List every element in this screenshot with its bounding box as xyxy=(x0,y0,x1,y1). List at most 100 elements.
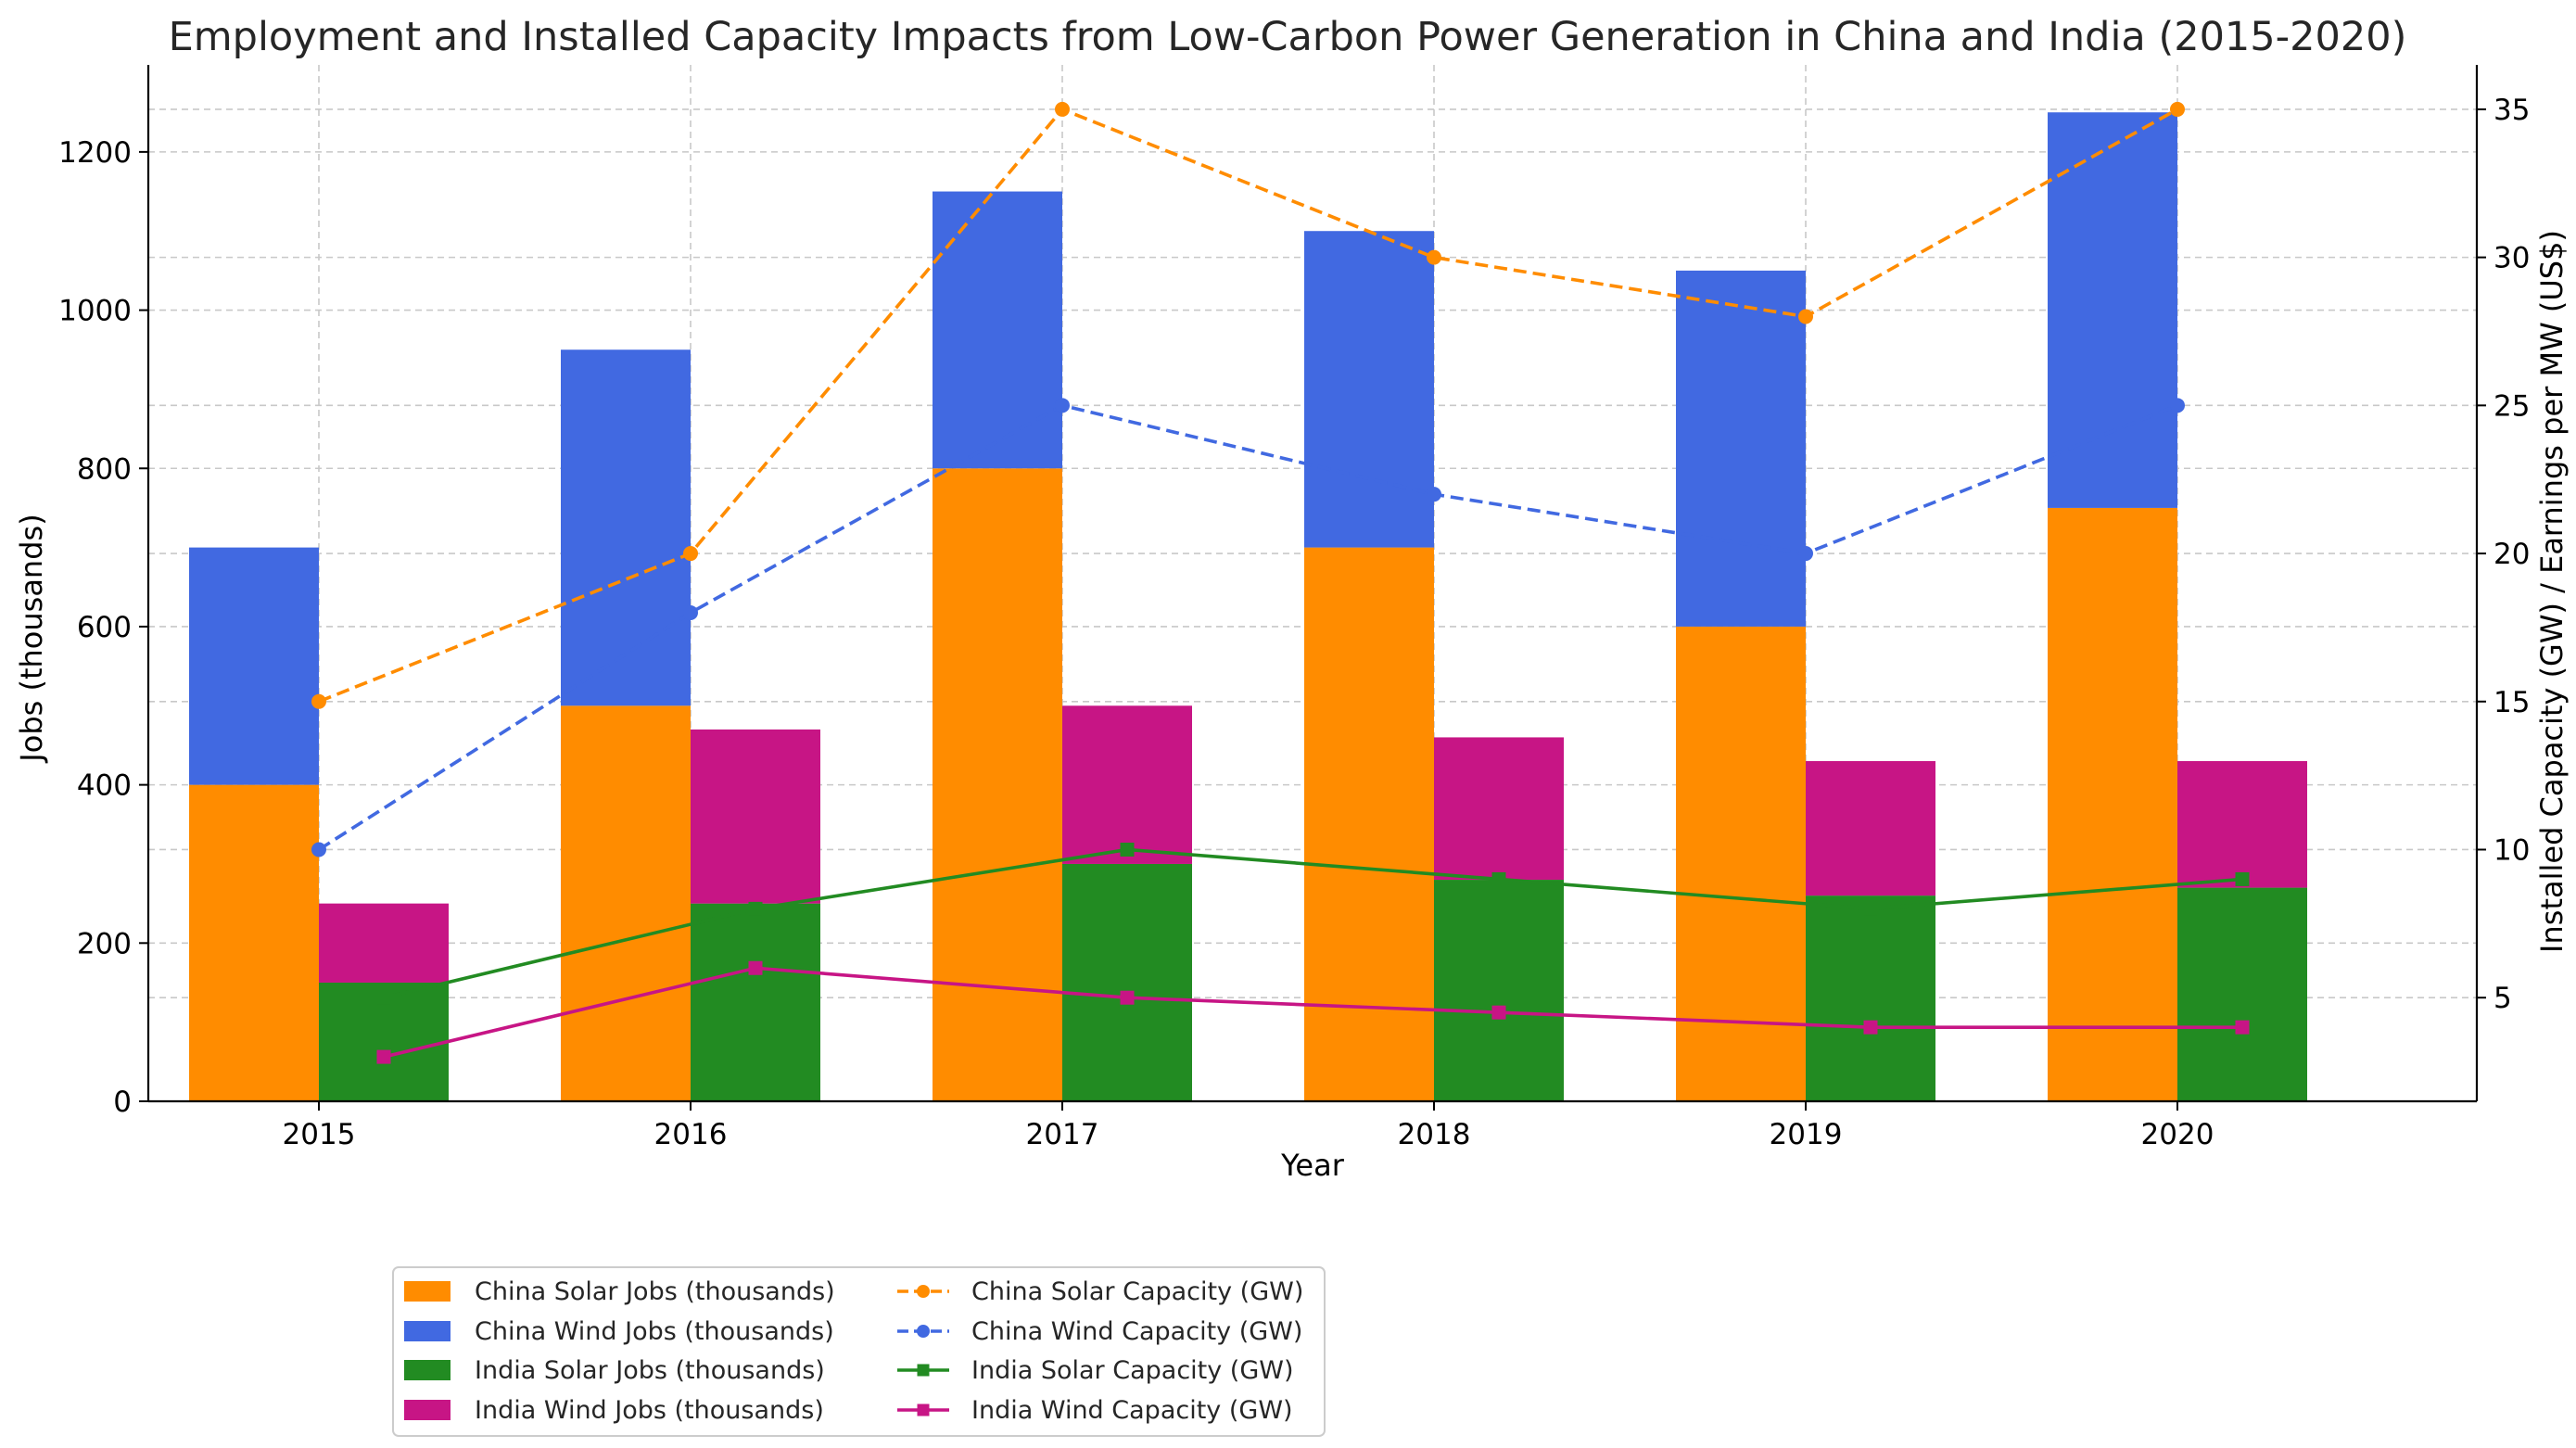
bar-india-solar xyxy=(1434,880,1564,1101)
marker-china-wind-capacity-gw xyxy=(2170,398,2185,413)
x-tick-label: 2016 xyxy=(654,1118,728,1151)
marker-china-wind-capacity-gw xyxy=(683,604,698,620)
y-tick-label: 600 xyxy=(77,611,132,644)
legend-marker xyxy=(917,1404,930,1416)
marker-india-solar-capacity-gw xyxy=(1491,871,1506,886)
bar-china-solar xyxy=(1304,547,1434,1101)
y-tick-label: 200 xyxy=(77,927,132,960)
marker-china-wind-capacity-gw xyxy=(1798,546,1813,562)
marker-china-solar-capacity-gw xyxy=(2170,101,2185,117)
bar-china-wind xyxy=(1304,231,1434,548)
bar-china-wind xyxy=(189,547,319,785)
marker-india-wind-capacity-gw xyxy=(1863,1020,1878,1035)
y-axis-label: Jobs (thousands) xyxy=(14,514,49,763)
marker-india-solar-capacity-gw xyxy=(1120,842,1135,857)
chart-title: Employment and Installed Capacity Impact… xyxy=(169,14,2407,60)
bar-india-wind xyxy=(1062,705,1192,864)
legend-label: India Solar Jobs (thousands) xyxy=(475,1356,825,1385)
y2-tick-label: 10 xyxy=(2494,833,2530,867)
bar-china-solar xyxy=(1676,626,1806,1101)
marker-india-wind-capacity-gw xyxy=(1120,990,1135,1005)
marker-india-wind-capacity-gw xyxy=(748,960,763,975)
y-tick-label: 1200 xyxy=(58,136,132,170)
bar-china-wind xyxy=(933,191,1062,469)
legend-swatch xyxy=(404,1400,450,1420)
bar-china-solar xyxy=(2048,507,2177,1101)
legend-label: China Solar Capacity (GW) xyxy=(971,1277,1303,1306)
line-china-solar-capacity-gw xyxy=(318,107,2178,704)
bars xyxy=(189,112,2307,1101)
line-india-wind-capacity-gw xyxy=(383,966,2242,1059)
bar-china-wind xyxy=(2048,112,2177,508)
y-tick-label: 1000 xyxy=(58,295,132,328)
legend-label: China Solar Jobs (thousands) xyxy=(475,1277,835,1306)
y-tick-label: 0 xyxy=(113,1086,132,1119)
y2-tick-label: 20 xyxy=(2494,538,2530,571)
y2-axis-label: Installed Capacity (GW) / Earnings per M… xyxy=(2534,230,2570,953)
bar-india-solar xyxy=(691,903,820,1101)
marker-india-wind-capacity-gw xyxy=(376,1049,391,1064)
y2-tick-label: 30 xyxy=(2494,242,2530,275)
marker-india-solar-capacity-gw xyxy=(1863,901,1878,916)
line-china-wind-capacity-gw xyxy=(318,403,2178,852)
legend: China Solar Jobs (thousands) China Wind J… xyxy=(392,1266,1326,1437)
legend-swatch xyxy=(404,1360,450,1380)
y2-tick-label: 5 xyxy=(2494,982,2512,1015)
bar-india-wind xyxy=(2177,761,2307,888)
legend-swatch xyxy=(404,1281,450,1302)
bar-china-wind xyxy=(1676,270,1806,627)
marker-india-solar-capacity-gw xyxy=(2235,871,2250,886)
marker-china-solar-capacity-gw xyxy=(1798,309,1813,324)
legend-label: India Wind Capacity (GW) xyxy=(971,1396,1293,1425)
bar-india-solar xyxy=(1062,863,1192,1101)
bar-india-solar xyxy=(2177,887,2307,1101)
bar-india-wind xyxy=(691,729,820,904)
line-india-solar-capacity-gw xyxy=(383,847,2243,999)
marker-china-solar-capacity-gw xyxy=(1427,249,1441,265)
marker-china-solar-capacity-gw xyxy=(1055,101,1070,117)
capacity-lines xyxy=(311,101,2250,1064)
marker-china-solar-capacity-gw xyxy=(683,546,698,562)
axes xyxy=(146,65,2479,1103)
marker-china-wind-capacity-gw xyxy=(311,842,326,857)
legend-frame xyxy=(392,1266,1326,1437)
marker-china-solar-capacity-gw xyxy=(311,693,326,709)
bar-india-solar xyxy=(1806,895,1935,1101)
marker-china-wind-capacity-gw xyxy=(1427,487,1441,502)
x-tick-label: 2019 xyxy=(1770,1118,1843,1151)
x-axis-ticks: 2015 2016 2017 2018 2019 2020 xyxy=(283,1101,2214,1151)
bar-china-solar xyxy=(189,784,319,1101)
bar-china-solar xyxy=(933,468,1062,1101)
x-axis-label: Year xyxy=(1280,1148,1345,1183)
bar-india-wind xyxy=(1434,737,1564,881)
marker-india-solar-capacity-gw xyxy=(376,990,391,1005)
bar-china-wind xyxy=(561,349,691,706)
legend-marker xyxy=(917,1364,930,1377)
legend-label: India Solar Capacity (GW) xyxy=(971,1356,1294,1385)
marker-india-wind-capacity-gw xyxy=(2235,1020,2250,1035)
x-tick-label: 2018 xyxy=(1398,1118,1471,1151)
y-axis-ticks: 0 200 400 600 800 1000 1200 xyxy=(58,136,148,1119)
legend-label: China Wind Jobs (thousands) xyxy=(475,1317,834,1346)
y2-tick-label: 25 xyxy=(2494,389,2530,423)
y-tick-label: 400 xyxy=(77,769,132,803)
x-tick-label: 2017 xyxy=(1026,1118,1099,1151)
x-tick-label: 2015 xyxy=(283,1118,356,1151)
y2-tick-label: 15 xyxy=(2494,686,2530,719)
bar-india-wind xyxy=(1806,761,1935,896)
legend-marker xyxy=(917,1325,930,1338)
bar-china-solar xyxy=(561,705,691,1101)
y2-tick-label: 35 xyxy=(2494,94,2530,127)
y-tick-label: 800 xyxy=(77,452,132,486)
legend-label: China Wind Capacity (GW) xyxy=(971,1317,1302,1346)
marker-india-wind-capacity-gw xyxy=(1491,1005,1506,1020)
bar-india-wind xyxy=(319,903,449,983)
marker-india-solar-capacity-gw xyxy=(748,901,763,916)
x-tick-label: 2020 xyxy=(2141,1118,2214,1151)
legend-swatch xyxy=(404,1321,450,1341)
legend-label: India Wind Jobs (thousands) xyxy=(475,1396,824,1425)
marker-china-wind-capacity-gw xyxy=(1055,398,1070,413)
y2-axis-ticks: 5 10 15 20 25 30 35 xyxy=(2477,94,2530,1015)
legend-marker xyxy=(917,1285,930,1298)
